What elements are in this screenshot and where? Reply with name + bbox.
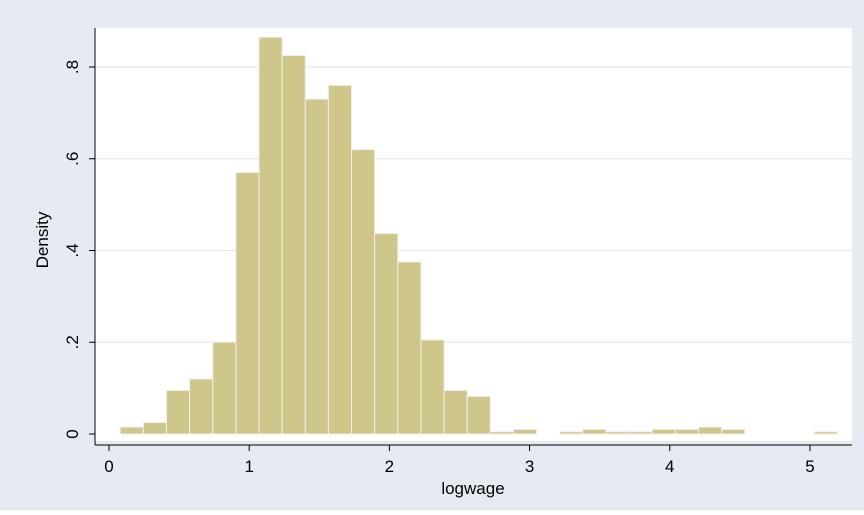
histogram-bar-12: [397, 261, 422, 435]
histogram-bar-23: [674, 428, 699, 435]
histogram-bar-6: [258, 36, 283, 435]
histogram-bar-13: [420, 339, 445, 435]
axes: [89, 28, 852, 451]
y-tick-label-1: .2: [63, 335, 82, 349]
histogram-bar-20: [605, 431, 630, 435]
x-tick-label-0: 0: [104, 457, 113, 476]
histogram-bar-3: [189, 378, 214, 435]
histogram-bar-0: [119, 426, 144, 435]
histogram-bar-16: [489, 431, 514, 435]
histogram-bar-15: [466, 395, 491, 435]
histogram-bar-14: [443, 389, 468, 435]
histogram-bar-25: [721, 428, 746, 435]
histogram-bars: [119, 36, 838, 435]
x-tick-label-2: 2: [385, 457, 394, 476]
histogram-bar-24: [697, 426, 723, 435]
histogram-bar-17: [512, 428, 538, 435]
x-tick-label-4: 4: [665, 457, 674, 476]
histogram-bar-7: [281, 55, 306, 435]
x-tick-label-1: 1: [244, 457, 253, 476]
histogram-bar-2: [165, 389, 191, 435]
histogram-bar-1: [142, 422, 167, 435]
histogram-bar-4: [212, 341, 237, 435]
histogram-bar-21: [628, 431, 653, 435]
histogram-bar-18: [559, 431, 584, 435]
histogram-bar-22: [651, 428, 676, 435]
x-tick-label-5: 5: [805, 457, 814, 476]
y-tick-label-0: 0: [63, 429, 82, 438]
histogram-bar-9: [327, 84, 353, 435]
y-axis-label: Density: [33, 211, 52, 268]
y-tick-label-4: .8: [63, 60, 82, 74]
histogram-bar-8: [304, 98, 329, 435]
histogram-bar-19: [582, 428, 607, 435]
y-tick-label-3: .6: [63, 152, 82, 166]
histogram-bar-5: [235, 172, 260, 435]
x-tick-label-3: 3: [525, 457, 534, 476]
histogram-bar-11: [374, 233, 399, 435]
histogram-bar-26: [813, 431, 838, 435]
histogram-bar-10: [351, 149, 376, 435]
x-axis-label: logwage: [441, 479, 504, 498]
tick-labels: 0 1 2 3 4 5 0 .2 .4 .6 .8: [63, 60, 815, 476]
y-tick-label-2: .4: [63, 243, 82, 257]
